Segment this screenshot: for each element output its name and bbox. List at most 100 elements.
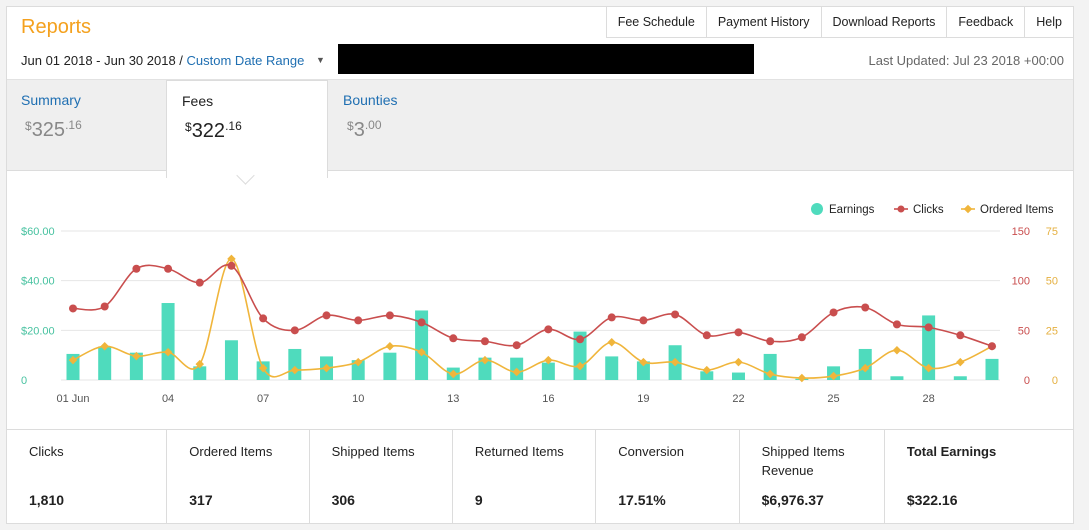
ordered-items-point [797,373,807,383]
clicks-point [639,316,648,325]
page-title: Reports [21,16,92,38]
earnings-bar [700,371,714,380]
legend-label: Earnings [829,204,875,216]
earnings-bar [224,340,238,380]
clicks-point [480,337,489,346]
ordered-items-point [639,357,648,367]
legend-clicks-marker [897,205,905,213]
clicks-point [385,311,394,320]
ordered-items-point [892,345,902,355]
clicks-point [766,337,775,346]
y-axis-earnings-label: $60.00 [21,226,55,238]
tab-summary-label: Summary [21,92,81,108]
currency-symbol: $ [347,119,354,133]
summary-ordered-items: Ordered Items 317 [167,430,310,524]
earnings-bar [985,358,999,380]
ordered-items-point [544,355,553,365]
summary-revenue-value: $6,976.37 [761,492,824,508]
date-range-text: Jun 01 2018 - Jun 30 2018 / [21,53,183,68]
y-axis-earnings-label: $40.00 [21,276,55,288]
clicks-point [132,264,141,273]
clicks-point [227,261,236,270]
earnings-bar [351,360,365,380]
ordered-items-point [512,367,521,377]
summary-conversion-label: Conversion [618,444,684,459]
download-reports-link[interactable]: Download Reports [820,7,947,37]
earnings-bar [636,361,650,380]
x-axis-label: 10 [352,393,364,405]
summary-returned-value: 9 [474,492,483,508]
ordered-items-point [290,365,300,375]
y-axis-clicks-label: 100 [1012,276,1030,288]
help-link[interactable]: Help [1024,7,1073,37]
y-axis-earnings-label: 0 [21,375,27,387]
tab-fees-amount: $322.16 [185,119,242,143]
clicks-point [259,314,268,323]
custom-date-range-dropdown[interactable]: Custom Date Range [186,53,305,68]
redacted-block [338,44,754,74]
earnings-bar [161,303,175,380]
ordered-items-point [417,347,426,357]
y-axis-ordered-label: 25 [1046,325,1058,337]
amount-whole: 3 [353,119,365,141]
summary-shipped-label: Shipped Items [331,444,415,459]
y-axis-clicks-label: 50 [1018,325,1030,337]
x-axis-label: 19 [637,393,649,405]
x-axis-label: 07 [257,393,269,405]
clicks-point [702,331,711,340]
ordered-items-point [68,355,78,365]
x-axis-label: 16 [542,393,554,405]
amount-cents: .16 [225,119,242,133]
currency-symbol: $ [185,120,192,134]
summary-conversion-value: 17.51% [618,492,666,508]
earnings-bar [98,346,112,380]
summary-clicks-value: 1,810 [29,492,65,508]
summary-clicks-label: Clicks [29,444,64,459]
summary-revenue-label: Shipped Items Revenue [761,444,845,478]
clicks-point [164,264,173,273]
earnings-bar [478,357,492,380]
summary-ordered-label: Ordered Items [189,444,273,459]
date-range: Jun 01 2018 - Jun 30 2018 / Custom Date … [21,53,325,68]
clicks-point [417,318,426,327]
summary-ordered-value: 317 [189,492,213,508]
top-nav: Fee Schedule Payment History Download Re… [605,7,1073,38]
x-axis-label: 25 [827,393,839,405]
last-updated: Last Updated: Jul 23 2018 +00:00 [868,53,1064,68]
clicks-point [829,308,838,317]
amount-whole: 325 [31,119,66,141]
tab-fees[interactable]: Fees $322.16 [166,80,328,178]
summary-bar: Clicks 1,810 Ordered Items 317 Shipped I… [7,429,1073,524]
x-axis-label: 04 [162,393,174,405]
x-axis-label: 22 [732,393,744,405]
earnings-bar [288,348,302,380]
summary-returned-items: Returned Items 9 [453,430,597,524]
earnings-bar [890,376,904,380]
amount-cents: .16 [65,118,82,132]
y-axis-ordered-label: 50 [1046,276,1058,288]
feedback-link[interactable]: Feedback [946,7,1024,37]
summary-shipped-items: Shipped Items 306 [310,430,453,524]
clicks-point [797,333,806,342]
payment-history-link[interactable]: Payment History [705,7,821,37]
clicks-point [512,341,521,350]
tab-bounties[interactable]: Bounties $3.00 [343,80,473,170]
earnings-bar [573,331,587,380]
clicks-point [607,313,616,322]
summary-total-earnings: Total Earnings $322.16 [885,430,1073,524]
earnings-bar [922,315,936,380]
summary-shipped-revenue: Shipped Items Revenue $6,976.37 [740,430,885,524]
ordered-items-point [353,357,363,367]
clicks-point [544,325,553,334]
ordered-items-point [829,371,838,381]
legend-label: Clicks [913,204,944,216]
caret-down-icon[interactable]: ▼ [315,55,325,65]
summary-total-label: Total Earnings [906,444,997,459]
clicks-point [576,335,585,344]
earnings-bar [541,362,555,380]
tab-summary[interactable]: Summary $325.16 [21,80,151,170]
clicks-point [892,320,901,329]
summary-returned-label: Returned Items [474,444,564,459]
tab-bounties-amount: $3.00 [347,118,382,142]
fee-schedule-link[interactable]: Fee Schedule [605,7,706,37]
